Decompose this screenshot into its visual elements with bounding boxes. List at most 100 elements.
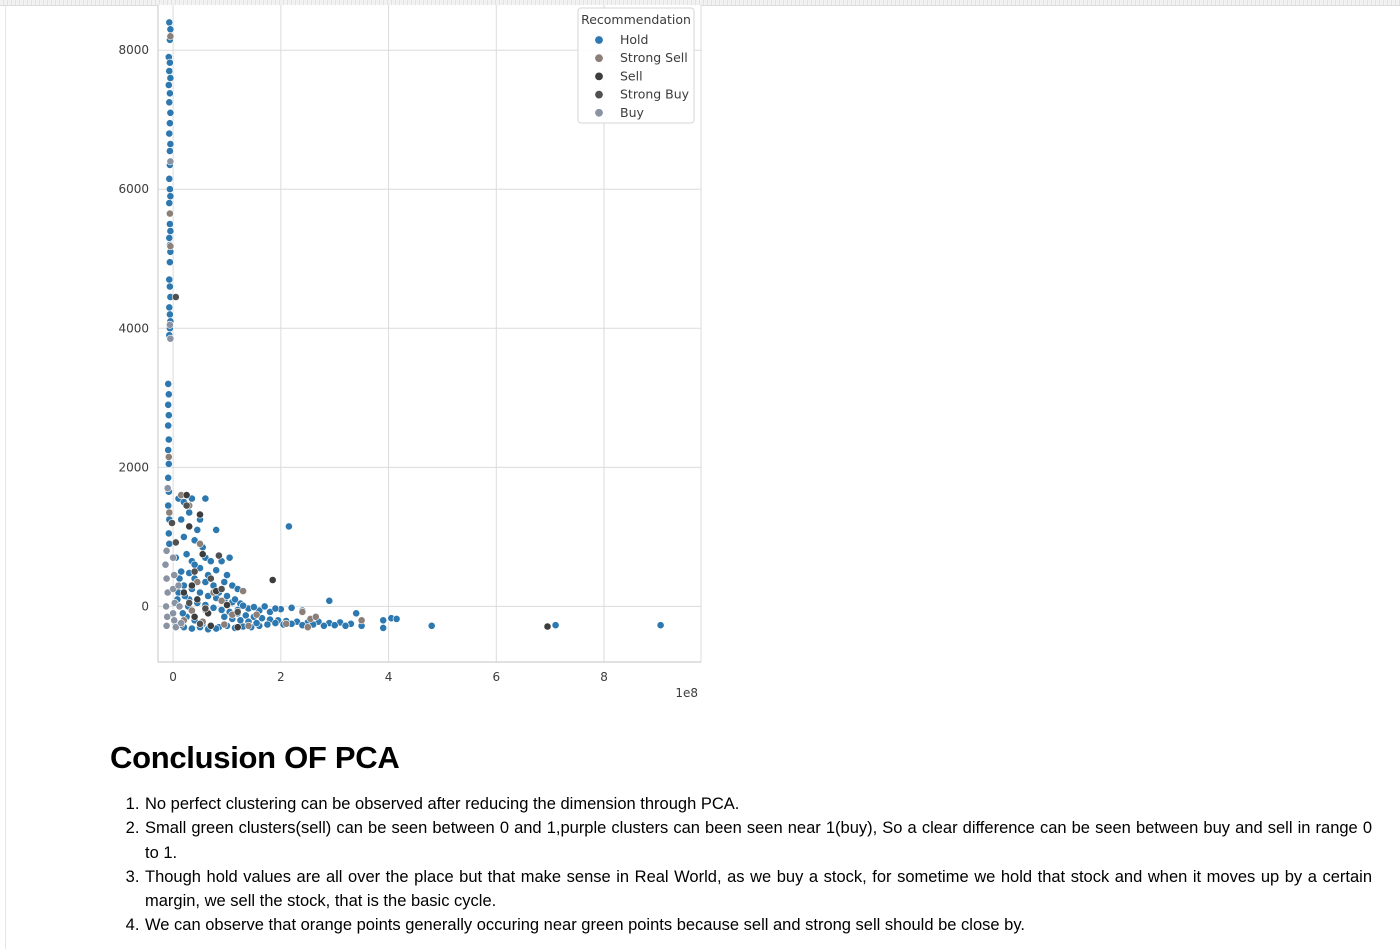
point-hold (166, 140, 175, 148)
point-buy (170, 616, 179, 625)
point-hold (330, 621, 339, 630)
point-strong-sell (244, 621, 253, 630)
point-sell (206, 621, 215, 630)
legend-marker (594, 90, 604, 100)
point-strong-buy (217, 585, 226, 593)
legend: Recommendation Hold Strong Sell Sell Strong … (577, 7, 695, 124)
point-hold (193, 526, 202, 534)
point-buy (165, 320, 174, 329)
point-hold (379, 624, 388, 632)
conclusion-item-4: We can observe that orange points genera… (144, 913, 1372, 937)
point-hold (249, 603, 258, 611)
point-hold (185, 508, 194, 517)
point-hold (209, 603, 218, 612)
point-hold (212, 526, 221, 534)
point-hold (319, 621, 328, 630)
point-strong-sell (166, 32, 175, 41)
point-strong-buy (201, 604, 210, 613)
point-sell (268, 576, 277, 584)
point-strong-buy (168, 519, 176, 527)
x-tick-label: 6 (492, 670, 500, 684)
point-strong-sell (303, 623, 312, 632)
conclusion-item-2: Small green clusters(sell) can be seen b… (144, 816, 1372, 865)
legend-title: Recommendation (581, 12, 691, 27)
point-hold (164, 390, 173, 399)
point-hold (165, 119, 174, 128)
point-hold (165, 18, 174, 27)
point-hold (225, 553, 234, 562)
point-hold (271, 604, 280, 613)
legend-marker (594, 53, 604, 63)
point-buy (170, 571, 179, 579)
point-strong-sell (220, 620, 229, 629)
point-strong-sell (165, 508, 174, 517)
point-hold (165, 67, 174, 75)
point-hold (165, 233, 174, 242)
conclusion-section: Conclusion OF PCA No perfect clustering … (110, 738, 1372, 938)
point-strong-sell (166, 242, 175, 251)
point-buy (163, 588, 172, 597)
y-tick-label: 2000 (118, 460, 149, 474)
legend-entry-label: Strong Sell (620, 50, 688, 65)
point-hold (165, 58, 174, 67)
point-sell (198, 550, 207, 559)
point-hold (165, 220, 174, 228)
conclusion-heading: Conclusion OF PCA (110, 740, 400, 775)
point-hold (182, 550, 191, 559)
point-strong-sell (165, 209, 174, 218)
point-strong-buy (185, 599, 194, 607)
point-sell (185, 522, 194, 531)
point-hold (379, 616, 388, 625)
point-strong-sell (298, 608, 307, 616)
point-hold (164, 400, 173, 409)
point-hold (220, 578, 229, 586)
point-buy (174, 581, 183, 590)
pca-scatter-chart: 0 2 4 6 8 0 2000 4000 6000 8000 1e8 Recommendatio… (118, 5, 702, 700)
point-buy (162, 602, 170, 611)
point-hold (201, 494, 210, 503)
point-hold (164, 421, 173, 430)
point-hold (236, 616, 245, 625)
point-strong-buy (206, 574, 215, 583)
point-buy (162, 621, 171, 630)
legend-marker (594, 35, 604, 45)
legend-entry-label: Strong Buy (620, 87, 690, 102)
conclusion-list: No perfect clustering can be observed af… (110, 792, 1372, 938)
point-hold (284, 522, 293, 531)
y-tick-label: 0 (141, 599, 149, 613)
point-strong-sell (282, 619, 291, 628)
point-hold (165, 199, 174, 207)
point-strong-buy (171, 538, 180, 547)
point-hold (164, 81, 173, 89)
point-buy (169, 609, 177, 618)
point-strong-sell (196, 539, 204, 548)
point-hold (166, 192, 175, 201)
x-tick-label: 0 (169, 670, 177, 684)
point-sell (543, 622, 552, 631)
point-buy (177, 619, 186, 627)
point-hold (164, 446, 173, 454)
legend-box (577, 7, 695, 124)
point-hold (325, 596, 334, 605)
axes-frame (157, 5, 702, 663)
point-hold (165, 185, 174, 194)
point-hold (204, 592, 212, 600)
legend-entry-label: Buy (620, 105, 644, 120)
legend-marker (594, 108, 604, 118)
point-buy (161, 560, 170, 569)
point-sell (223, 601, 231, 609)
point-hold (341, 621, 350, 630)
point-hold (223, 592, 231, 600)
point-sell (196, 510, 204, 519)
point-strong-buy (214, 551, 223, 560)
point-buy (169, 553, 177, 562)
conclusion-item-3: Though hold values are all over the plac… (144, 865, 1372, 914)
point-hold (164, 411, 173, 420)
point-hold (165, 258, 174, 267)
point-hold (551, 621, 560, 630)
point-hold (166, 74, 175, 82)
point-strong-buy (196, 619, 204, 628)
point-hold (271, 619, 280, 627)
point-hold (165, 174, 174, 183)
point-buy (166, 334, 175, 343)
